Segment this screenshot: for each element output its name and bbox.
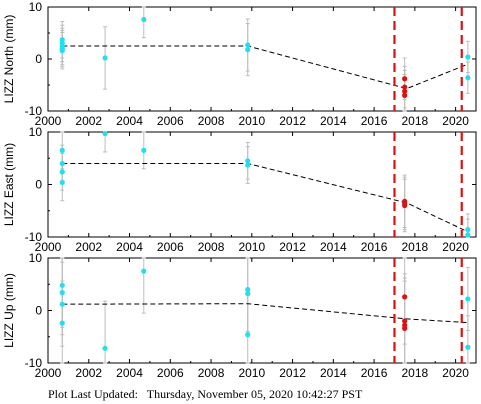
panel-up: 2000 2002 2004 2006 2008 2010 2012 2014 2016 2018…: [2, 251, 477, 380]
data-point: [141, 16, 147, 23]
data-point: [245, 291, 251, 297]
y-tick-label: 10: [29, 125, 43, 139]
trend-line-north: [62, 45, 468, 90]
data-point: [465, 296, 471, 302]
data-point: [59, 147, 65, 153]
trend-line-east: [62, 163, 469, 233]
data-point: [402, 92, 408, 98]
y-tick-label: -10: [25, 104, 43, 118]
x-tick-label: 2020: [442, 114, 469, 128]
data-point: [141, 147, 147, 153]
data-point: [59, 160, 65, 167]
x-tick-label: 2020: [442, 240, 469, 254]
x-tick-label: 2014: [320, 114, 347, 128]
y-axis-label-east: LIZZ East (mm): [2, 143, 16, 226]
x-tick-label: 2004: [116, 240, 143, 254]
plot-frame-north: [47, 6, 477, 112]
data-point: [402, 84, 408, 90]
x-tick-label: 2012: [279, 240, 306, 254]
x-tick-label: 2016: [361, 114, 388, 128]
data-point: [465, 75, 471, 81]
data-point: [59, 179, 65, 185]
x-tick-label: 2000: [35, 240, 62, 254]
x-tick-label: 2014: [320, 240, 347, 254]
data-point: [59, 169, 65, 175]
plot-updated-footer: Plot Last Updated: Thursday, November 05…: [48, 387, 363, 401]
x-tick-label: 2018: [402, 240, 429, 254]
x-tick-label: 2004: [116, 366, 143, 380]
data-point: [465, 227, 471, 233]
x-tick-label: 2006: [157, 240, 184, 254]
x-tick-label: 2018: [402, 366, 429, 380]
data-point: [141, 268, 147, 274]
y-tick-label: -10: [25, 356, 43, 370]
data-point: [402, 318, 408, 324]
data-point: [245, 286, 251, 293]
data-point: [402, 294, 408, 300]
data-point: [402, 88, 408, 94]
x-tick-label: 2012: [279, 114, 306, 128]
data-point: [245, 158, 251, 164]
x-tick-label: 2018: [402, 114, 429, 128]
x-tick-label: 2016: [361, 366, 388, 380]
x-tick-label: 2000: [35, 114, 62, 128]
data-point: [402, 76, 408, 82]
y-tick-label: 10: [29, 251, 43, 265]
x-tick-label: 2016: [361, 240, 388, 254]
x-tick-label: 2002: [75, 240, 102, 254]
data-point: [59, 320, 65, 326]
data-point: [465, 344, 471, 350]
data-point: [402, 325, 408, 331]
x-tick-label: 2010: [238, 366, 265, 380]
data-point: [59, 290, 65, 296]
y-tick-label: 0: [35, 178, 42, 192]
data-point: [59, 301, 65, 307]
y-axis-label-up: LIZZ Up (mm): [2, 273, 16, 348]
trend-line-up: [62, 303, 468, 324]
x-tick-label: 2000: [35, 366, 62, 380]
x-tick-label: 2008: [198, 114, 225, 128]
x-tick-label: 2008: [198, 366, 225, 380]
data-point: [245, 332, 251, 338]
data-point: [465, 54, 471, 60]
x-tick-label: 2004: [116, 114, 143, 128]
y-tick-label: 0: [35, 304, 42, 318]
x-tick-label: 2010: [238, 114, 265, 128]
x-tick-label: 2006: [157, 366, 184, 380]
x-tick-label: 2010: [238, 240, 265, 254]
data-point: [465, 232, 471, 238]
data-point: [245, 162, 251, 168]
y-tick-label: 0: [35, 52, 42, 66]
panel-north: 2000 2002 2004 2006 2008 2010 2012 2014 2016 2018…: [2, 0, 477, 128]
y-axis-label-north: LIZZ North (mm): [2, 15, 16, 104]
data-point: [102, 130, 108, 137]
data-point: [59, 37, 65, 43]
y-tick-label: -10: [25, 230, 43, 244]
x-tick-label: 2006: [157, 114, 184, 128]
data-point: [102, 55, 108, 61]
x-tick-label: 2020: [442, 366, 469, 380]
x-tick-label: 2002: [75, 366, 102, 380]
x-tick-label: 2012: [279, 366, 306, 380]
data-point: [245, 42, 251, 48]
data-point: [102, 345, 108, 351]
data-point: [59, 282, 65, 288]
x-tick-label: 2002: [75, 114, 102, 128]
data-point: [59, 48, 65, 54]
data-point: [402, 202, 408, 209]
plot-frame-up: [47, 257, 477, 364]
plot-frame-east: [47, 131, 477, 238]
data-point: [245, 47, 251, 53]
x-tick-label: 2014: [320, 366, 347, 380]
panel-east: 2000 2002 2004 2006 2008 2010 2012 2014 2016 2018…: [2, 125, 477, 254]
y-tick-label: 10: [29, 0, 43, 14]
x-tick-label: 2008: [198, 240, 225, 254]
